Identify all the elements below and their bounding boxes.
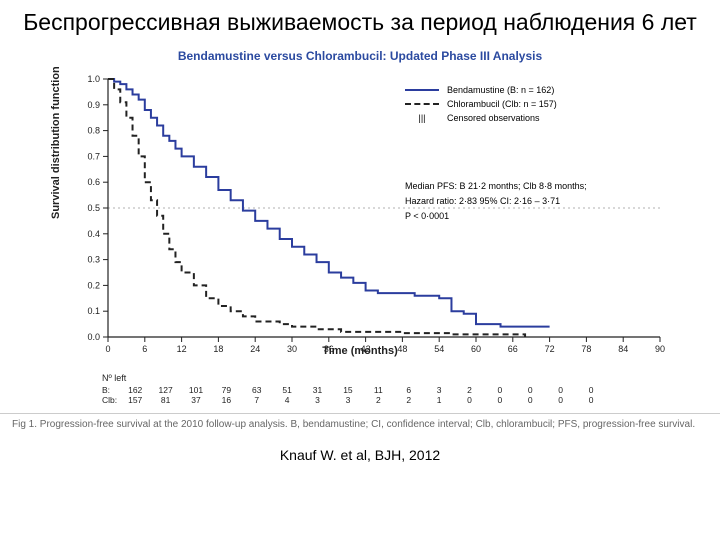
svg-text:0.1: 0.1 <box>87 306 100 316</box>
stats-line: P < 0·0001 <box>405 209 587 224</box>
legend-label: Bendamustine (B: n = 162) <box>447 85 554 95</box>
legend-item: Bendamustine (B: n = 162) <box>405 83 557 97</box>
page-title: Беспрогрессивная выживаемость за период … <box>0 0 720 39</box>
figure-caption: Fig 1. Progression-free survival at the … <box>0 413 720 431</box>
svg-text:0.4: 0.4 <box>87 229 100 239</box>
svg-text:1.0: 1.0 <box>87 74 100 84</box>
svg-text:0.6: 0.6 <box>87 177 100 187</box>
legend-label: Censored observations <box>447 113 540 123</box>
svg-text:0.2: 0.2 <box>87 280 100 290</box>
citation: Knauf W. et al, BJH, 2012 <box>0 447 720 463</box>
svg-text:0.9: 0.9 <box>87 100 100 110</box>
chart-subtitle: Bendamustine versus Chlorambucil: Update… <box>0 49 720 63</box>
x-axis-label: Time (months) <box>40 345 680 357</box>
legend-item: Chlorambucil (Clb: n = 157) <box>405 97 557 111</box>
legend: Bendamustine (B: n = 162) Chlorambucil (… <box>405 83 557 125</box>
risk-table: Nº leftB:1621271017963513115116320000Clb… <box>102 373 606 405</box>
chart-area: Survival distribution function 061218243… <box>40 69 680 409</box>
svg-text:0.7: 0.7 <box>87 151 100 161</box>
stats-box: Median PFS: B 21·2 months; Clb 8·8 month… <box>405 179 587 225</box>
survival-chart-svg: 0612182430364248546066727884900.00.10.20… <box>40 69 680 409</box>
stats-line: Median PFS: B 21·2 months; Clb 8·8 month… <box>405 179 587 194</box>
stats-line: Hazard ratio: 2·83 95% CI: 2·16 – 3·71 <box>405 194 587 209</box>
svg-text:0.3: 0.3 <box>87 254 100 264</box>
svg-text:0.8: 0.8 <box>87 125 100 135</box>
svg-text:0.0: 0.0 <box>87 332 100 342</box>
svg-text:0.5: 0.5 <box>87 203 100 213</box>
legend-item: ||| Censored observations <box>405 111 557 125</box>
legend-label: Chlorambucil (Clb: n = 157) <box>447 99 557 109</box>
